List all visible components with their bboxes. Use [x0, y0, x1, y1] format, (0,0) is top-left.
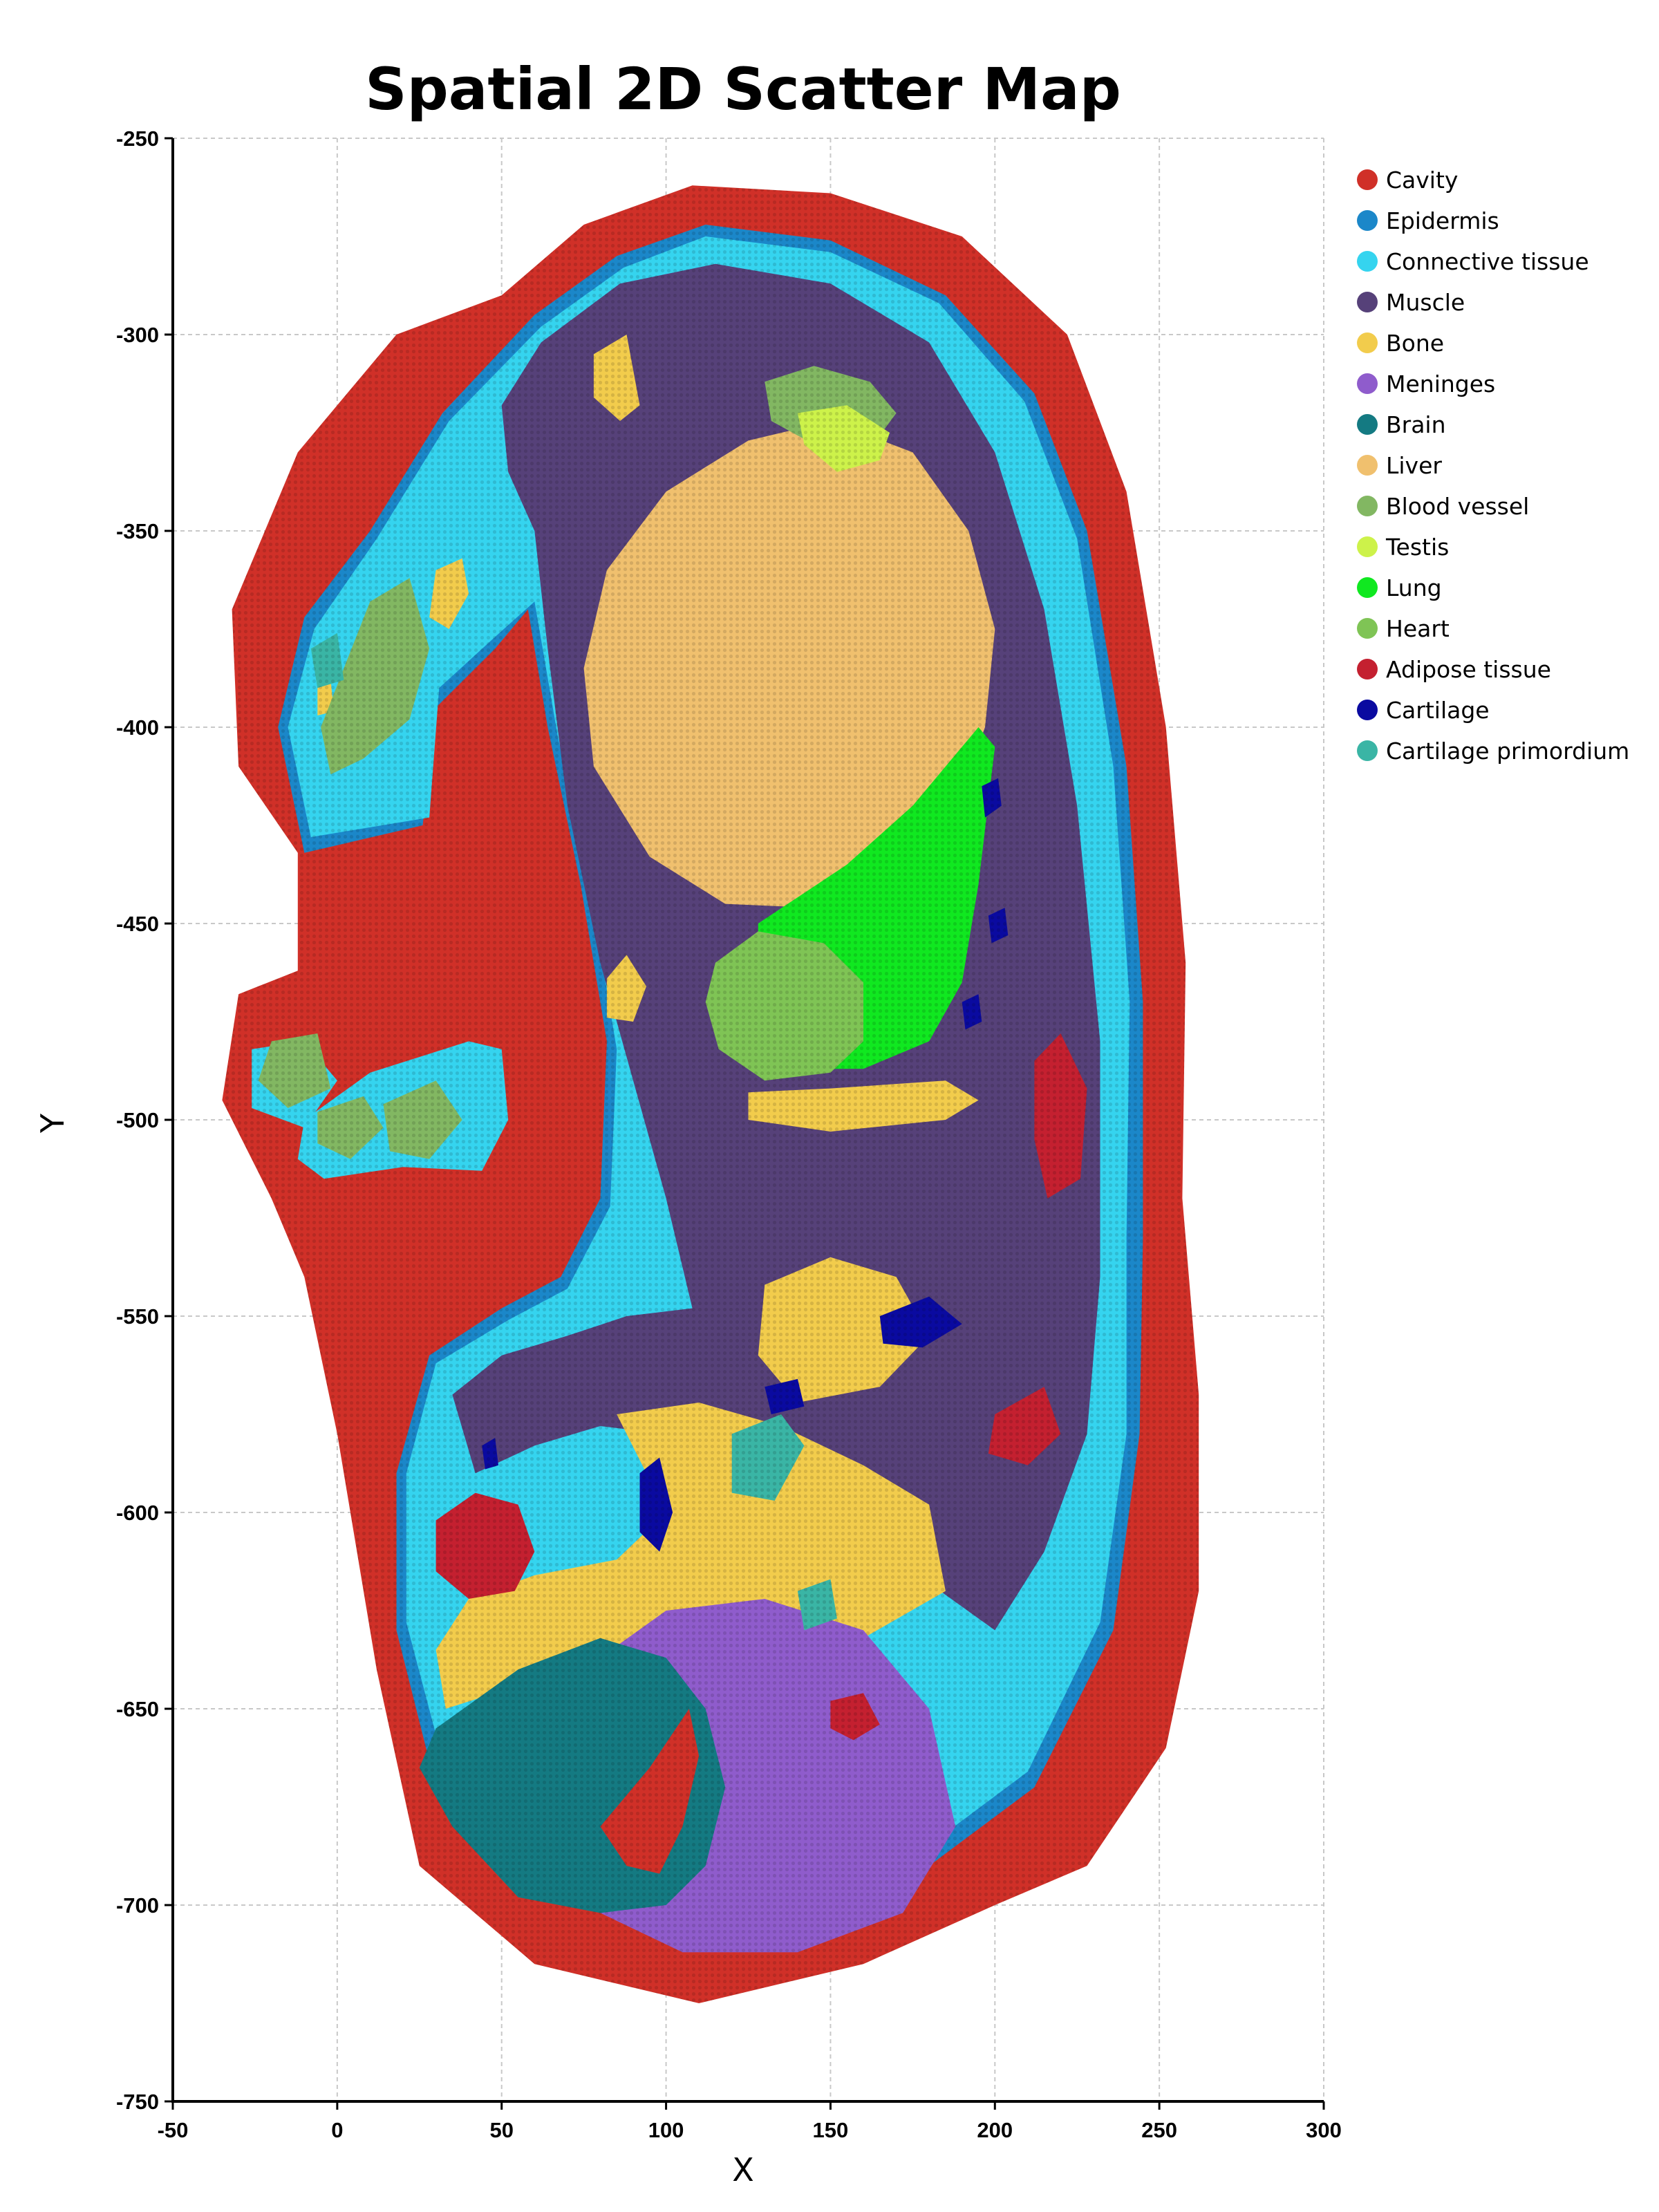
y-tick-label: -250 [116, 126, 159, 151]
y-tick-label: -650 [116, 1697, 159, 1721]
legend-marker [1357, 536, 1378, 557]
scatter-region-texture [310, 632, 344, 688]
scatter-region-texture [606, 955, 646, 1022]
scatter-region-texture [258, 1033, 331, 1108]
legend-label: Brain [1386, 411, 1446, 438]
y-tick-label: -450 [116, 912, 159, 936]
y-tick-label: -600 [116, 1501, 159, 1525]
x-tick-label: 200 [977, 2118, 1013, 2142]
scatter-region-texture [758, 1257, 930, 1403]
legend-marker [1357, 292, 1378, 312]
legend-marker [1357, 210, 1378, 231]
scatter-region-texture [797, 1579, 837, 1631]
legend-label: Muscle [1386, 289, 1465, 316]
series-cavity [600, 1709, 700, 1874]
legend-marker [1357, 618, 1378, 639]
scatter-region-texture [765, 1378, 805, 1414]
series-cartilage-primordium [310, 632, 837, 1631]
tick-labels: -50 0 50 100 150 200 250 300-250-300-350-400-45… [116, 126, 1342, 2142]
scatter-region-texture [600, 1709, 700, 1874]
scatter-region-texture [879, 1296, 962, 1348]
y-tick-label: -700 [116, 1893, 159, 1918]
legend: Cavity Epidermis Connective tissue Muscle Bo… [1357, 167, 1629, 765]
scatter-region-texture [383, 1080, 462, 1159]
legend-label: Adipose tissue [1386, 656, 1551, 683]
scatter-region-texture [482, 1438, 498, 1470]
scatter-region-texture [639, 1457, 673, 1552]
scatter-region-texture [321, 578, 430, 775]
y-tick-label: -500 [116, 1108, 159, 1132]
x-tick-label: 300 [1306, 2118, 1342, 2142]
scatter-region-texture [429, 558, 469, 629]
x-axis-label: X [732, 2151, 754, 2188]
scatter-region-texture [435, 1492, 535, 1599]
series-testis [797, 405, 890, 472]
y-tick-label: -750 [116, 2090, 159, 2114]
legend-label: Blood vessel [1386, 493, 1529, 520]
scatter-region-texture [962, 994, 982, 1030]
scatter-region-texture [705, 931, 863, 1081]
x-tick-label: 100 [648, 2118, 684, 2142]
legend-marker [1357, 414, 1378, 435]
legend-label: Cavity [1386, 167, 1458, 194]
legend-marker [1357, 251, 1378, 272]
y-tick-label: -550 [116, 1304, 159, 1329]
legend-marker [1357, 332, 1378, 353]
legend-marker [1357, 373, 1378, 394]
scatter-region-texture [731, 1414, 805, 1501]
legend-label: Heart [1386, 615, 1450, 642]
legend-marker [1357, 455, 1378, 476]
series-heart [705, 931, 863, 1081]
x-tick-label: 250 [1141, 2118, 1177, 2142]
legend-label: Connective tissue [1386, 248, 1589, 275]
y-axis-label: Y [34, 1113, 71, 1134]
x-tick-label: 50 [489, 2118, 513, 2142]
legend-marker [1357, 169, 1378, 190]
legend-marker [1357, 496, 1378, 516]
legend-marker [1357, 700, 1378, 720]
legend-label: Epidermis [1386, 207, 1499, 234]
scatter-region-texture [830, 1693, 880, 1741]
x-tick-label: -50 [158, 2118, 189, 2142]
legend-label: Testis [1385, 534, 1449, 561]
legend-label: Lung [1386, 574, 1442, 601]
legend-marker [1357, 577, 1378, 598]
x-tick-label: 150 [813, 2118, 849, 2142]
scatter-region-texture [583, 421, 995, 908]
plot-area [222, 185, 1199, 2004]
legend-label: Liver [1386, 452, 1442, 479]
y-tick-label: -300 [116, 323, 159, 347]
x-tick-label: 0 [331, 2118, 343, 2142]
y-tick-label: -400 [116, 715, 159, 740]
series-cartilage [482, 778, 1009, 1552]
scatter-region-texture [988, 1387, 1061, 1465]
legend-marker [1357, 659, 1378, 679]
series-liver [583, 421, 995, 908]
scatter-region-texture [797, 405, 890, 472]
series-adipose-tissue [435, 1033, 1087, 1741]
legend-label: Cartilage [1386, 697, 1490, 724]
scatter-region-texture [988, 908, 1009, 944]
scatter-region-texture [1034, 1033, 1087, 1199]
legend-marker [1357, 740, 1378, 761]
scatter-region-texture [317, 1096, 384, 1159]
legend-label: Cartilage primordium [1386, 738, 1629, 765]
legend-label: Meninges [1386, 371, 1495, 397]
scatter-region-texture [593, 335, 640, 421]
legend-label: Bone [1386, 330, 1444, 357]
scatter-region-texture [748, 1080, 979, 1132]
scatter-region-texture [982, 778, 1002, 818]
y-tick-label: -350 [116, 519, 159, 543]
chart-title: Spatial 2D Scatter Map [365, 55, 1121, 123]
